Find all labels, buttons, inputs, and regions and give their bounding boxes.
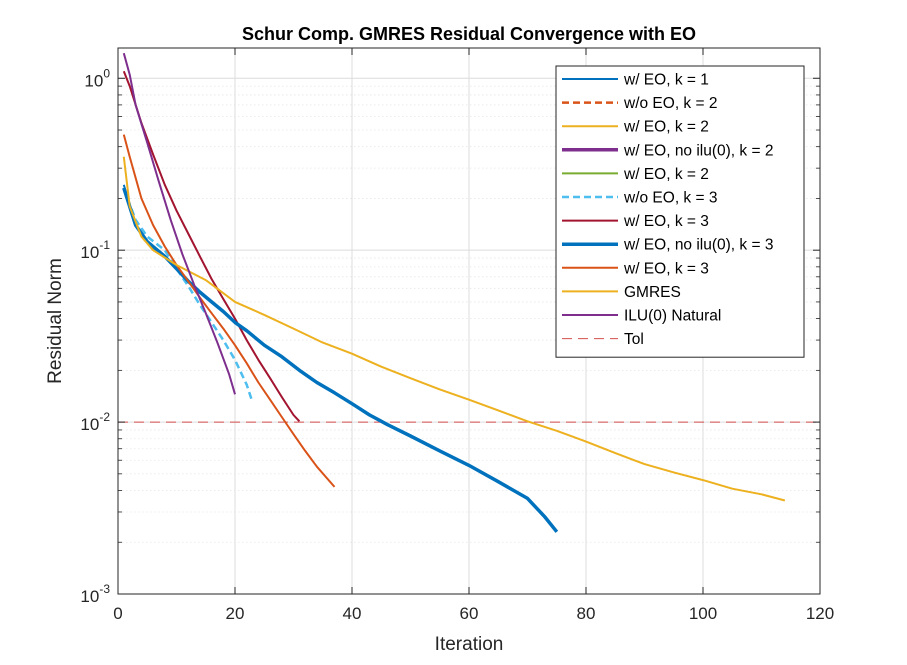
legend-label: Tol [624, 331, 644, 348]
series-lines [118, 52, 820, 533]
y-axis-label: Residual Norm [45, 258, 66, 384]
x-axis-label: Iteration [435, 634, 504, 655]
legend-label: GMRES [624, 284, 681, 301]
x-tick-label: 120 [806, 604, 834, 623]
y-tick-label: 10-1 [80, 238, 110, 262]
y-tick-exponent: 0 [103, 66, 110, 80]
legend: w/ EO, k = 1 w/o EO, k = 2 w/ EO, k = 2 w/ … [555, 65, 805, 358]
x-tick-label: 100 [689, 604, 717, 623]
series-line [122, 134, 336, 488]
y-tick-base: 10 [80, 243, 99, 262]
legend-label: w/o EO, k = 3 [623, 190, 717, 207]
x-tick-label: 0 [113, 604, 122, 623]
x-tick-label: 80 [577, 604, 596, 623]
x-axis-ticks: 0 20 40 60 80 100 120 [113, 48, 834, 623]
legend-label: w/ EO, no ilu(0), k = 3 [623, 237, 773, 254]
y-tick-base: 10 [84, 71, 103, 90]
x-tick-label: 60 [460, 604, 479, 623]
y-tick-base: 10 [80, 415, 99, 434]
legend-label: w/ EO, k = 3 [623, 213, 709, 230]
chart-title: Schur Comp. GMRES Residual Convergence w… [242, 24, 696, 44]
series-line [122, 187, 254, 403]
legend-box [555, 65, 805, 358]
series-line [122, 52, 236, 395]
y-tick-exponent: -1 [99, 238, 110, 252]
series-line [122, 70, 301, 422]
legend-label: w/o EO, k = 2 [623, 95, 717, 112]
y-tick-label: 100 [84, 66, 110, 90]
legend-label: w/ EO, k = 3 [623, 260, 709, 277]
legend-label: ILU(0) Natural [624, 308, 721, 325]
legend-label: w/ EO, no ilu(0), k = 2 [623, 142, 773, 159]
legend-label: w/ EO, k = 1 [623, 72, 709, 89]
y-tick-exponent: -3 [99, 582, 110, 596]
y-tick-label: 10-2 [80, 410, 110, 434]
legend-label: w/ EO, k = 2 [623, 166, 709, 183]
x-tick-label: 40 [343, 604, 362, 623]
y-tick-base: 10 [80, 587, 99, 606]
y-tick-label: 10-3 [80, 582, 110, 606]
series-line [122, 187, 559, 533]
legend-label: w/ EO, k = 2 [623, 119, 709, 136]
x-tick-label: 20 [226, 604, 245, 623]
series-line [122, 156, 786, 502]
y-tick-exponent: -2 [99, 410, 110, 424]
